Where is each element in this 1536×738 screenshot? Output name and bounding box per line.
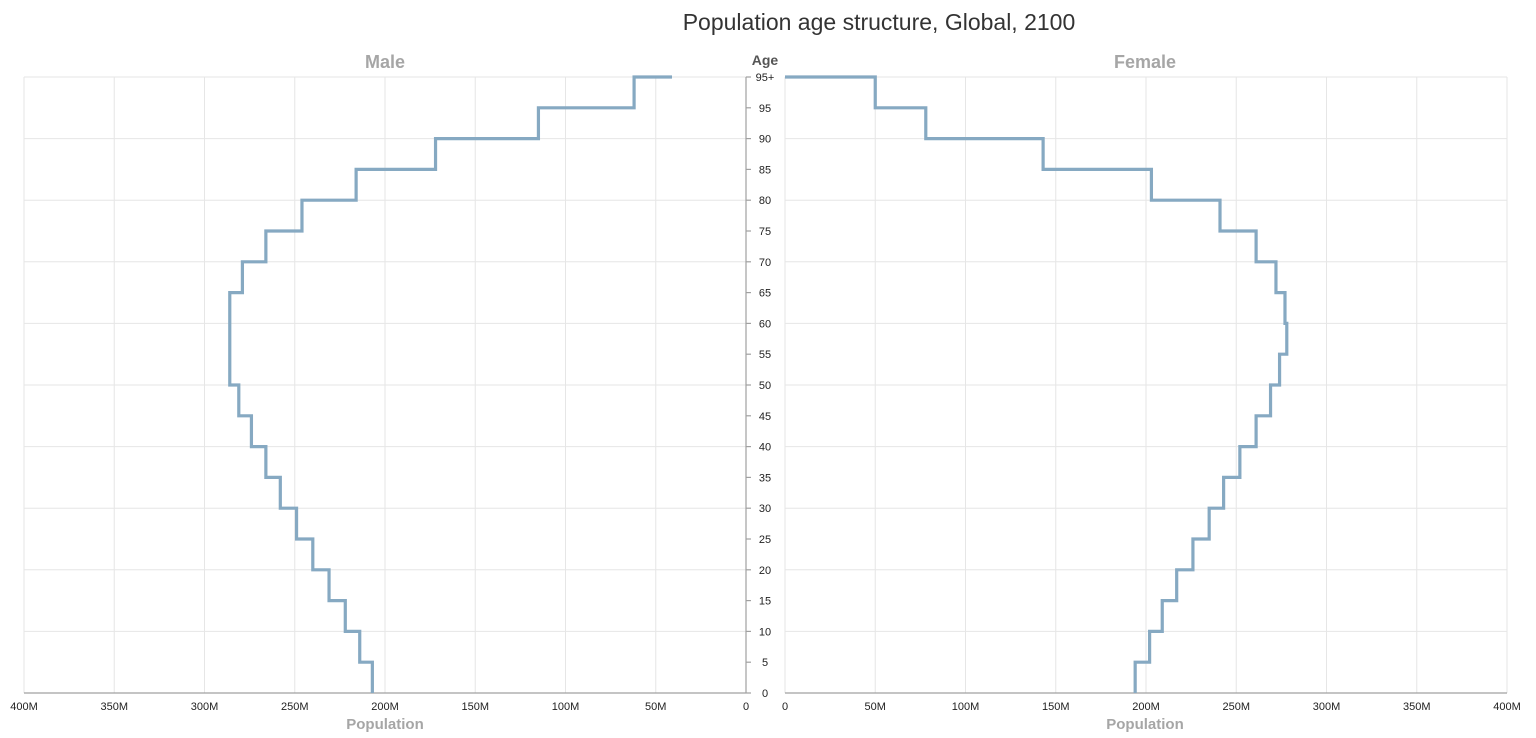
age-tick-label: 30	[759, 503, 771, 515]
female-x-tick-label: 0	[782, 701, 788, 713]
age-tick-label: 80	[759, 195, 771, 207]
male-x-tick-label: 100M	[552, 701, 580, 713]
age-tick-label: 10	[759, 626, 771, 638]
age-tick-label: 75	[759, 226, 771, 238]
female-x-tick-label: 400M	[1493, 701, 1521, 713]
male-population-line	[228, 75, 672, 693]
age-tick-label: 60	[759, 318, 771, 330]
age-tick-label: 55	[759, 349, 771, 361]
age-tick-label: 5	[762, 657, 768, 669]
age-tick-label: 50	[759, 380, 771, 392]
male-x-axis-title: Population	[346, 716, 424, 733]
female-panel-title: Female	[1114, 52, 1176, 72]
age-tick-label: 90	[759, 134, 771, 146]
female-x-tick-label: 100M	[952, 701, 980, 713]
male-x-tick-label: 150M	[461, 701, 489, 713]
chart-title: Population age structure, Global, 2100	[683, 9, 1076, 35]
age-tick-label: 95	[759, 103, 771, 115]
age-tick-label: 20	[759, 565, 771, 577]
male-x-tick-label: 350M	[100, 701, 128, 713]
age-tick-label: 45	[759, 411, 771, 423]
female-x-tick-label: 50M	[865, 701, 886, 713]
male-x-tick-label: 50M	[645, 701, 666, 713]
male-x-tick-label: 250M	[281, 701, 309, 713]
female-x-tick-label: 300M	[1313, 701, 1341, 713]
age-tick-label: 35	[759, 472, 771, 484]
male-panel-title: Male	[365, 52, 405, 72]
male-x-tick-label: 0	[743, 701, 749, 713]
age-axis-title: Age	[752, 52, 779, 68]
age-tick-label: 65	[759, 288, 771, 300]
female-x-tick-label: 350M	[1403, 701, 1431, 713]
male-x-tick-label: 200M	[371, 701, 399, 713]
age-tick-label: 70	[759, 257, 771, 269]
female-x-axis-title: Population	[1106, 716, 1184, 733]
age-tick-label: 40	[759, 442, 771, 454]
age-tick-label: 95+	[756, 72, 775, 84]
gridlines	[23, 76, 1508, 694]
female-x-tick-label: 150M	[1042, 701, 1070, 713]
age-tick-label: 25	[759, 534, 771, 546]
axes	[24, 76, 1507, 694]
tick-labels: 0 0 50M 50M 100M 100M 150M 150M 200M 200M 250M 250M…	[10, 72, 1521, 713]
age-tick-label: 85	[759, 164, 771, 176]
female-population-line	[785, 75, 1289, 693]
female-x-tick-label: 250M	[1222, 701, 1250, 713]
male-x-tick-label: 400M	[10, 701, 38, 713]
male-x-tick-label: 300M	[191, 701, 219, 713]
age-tick-label: 15	[759, 596, 771, 608]
female-x-tick-label: 200M	[1132, 701, 1160, 713]
age-tick-label: 0	[762, 688, 768, 700]
series-lines	[228, 75, 1289, 693]
